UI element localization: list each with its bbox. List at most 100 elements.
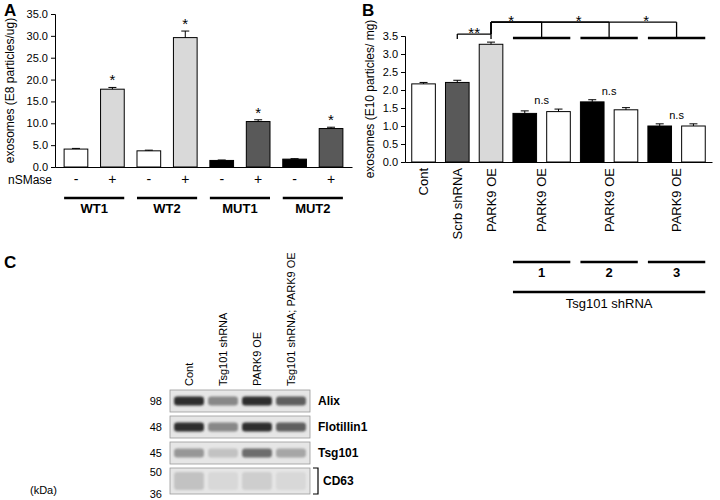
y-tick-label: 25.0 — [27, 52, 48, 64]
marker-label: 48 — [150, 421, 162, 433]
group-label: MUT2 — [295, 201, 330, 216]
y-tick: 25.0 — [27, 52, 55, 64]
y-axis: 0.00.51.01.52.02.53.03.5 — [383, 30, 406, 168]
y-tick-label: 30.0 — [27, 30, 48, 42]
bar — [580, 102, 604, 162]
x-tick: PARK9 OE — [484, 168, 499, 232]
y-tick-mark — [51, 167, 55, 168]
bar — [648, 126, 672, 162]
bar — [513, 113, 537, 162]
group-label: WT2 — [153, 201, 180, 216]
band — [208, 472, 238, 490]
x-tick-label: - — [147, 171, 152, 187]
bar — [614, 110, 638, 162]
x-axis: ContScrb shRNAPARK9 OEPARK9 OEPARK9 OEPA… — [406, 163, 713, 240]
y-axis-line — [51, 15, 56, 168]
error-bar-cap — [656, 123, 664, 124]
row-label: Flotillin1 — [318, 420, 368, 434]
bar — [412, 84, 436, 162]
x-axis: -+-+-+-+ — [56, 168, 353, 187]
band — [242, 472, 272, 490]
bracket-line — [490, 22, 491, 34]
bracket-line — [490, 22, 491, 34]
figure: Aexosomes (E8 particles/ug) 0.0 5.0 1 0.0 15.… — [0, 0, 720, 500]
y-tick-mark — [51, 14, 55, 15]
error-bar — [487, 42, 495, 44]
y-tick-label: 20.0 — [27, 74, 48, 86]
y-tick-label: 5.0 — [33, 139, 48, 151]
bracket-line — [676, 22, 677, 38]
bar — [210, 160, 234, 167]
y-tick-mark — [51, 36, 55, 37]
error-bar — [145, 150, 153, 152]
panel-label: C — [4, 253, 16, 272]
group-label: WT1 — [80, 201, 107, 216]
marker-label: 98 — [150, 395, 162, 407]
x-tick: + — [181, 171, 189, 187]
supergroup-label: Tsg101 shRNA — [566, 296, 653, 311]
x-tick: - — [147, 171, 152, 187]
row-label: Alix — [318, 394, 340, 408]
y-tick: 5.0 — [33, 139, 55, 151]
unit-label: (kDa) — [30, 484, 57, 496]
y-tick-label: 3.0 — [383, 48, 398, 60]
x-tick: - — [74, 171, 79, 187]
x-tick-label: - — [292, 171, 297, 187]
y-tick: 20.0 — [27, 74, 55, 86]
lane-label: Tsg101 shRNA — [217, 312, 229, 386]
band — [208, 448, 238, 457]
bar — [445, 82, 469, 162]
error-bar — [521, 111, 529, 114]
y-tick-mark — [401, 72, 405, 73]
blot-panel: CContTsg101 shRNAPARK9 OETsg101 shRNA; P… — [4, 252, 368, 500]
bar — [547, 112, 571, 162]
error-bar-cap — [218, 160, 226, 161]
annotation: * — [182, 15, 188, 32]
group-line — [283, 197, 343, 200]
bracket-label: * — [508, 12, 514, 29]
y-tick-label: 15.0 — [27, 95, 48, 107]
y-tick-label: 35.0 — [27, 8, 48, 20]
panel-label: B — [362, 1, 374, 20]
y-tick: 0.5 — [383, 138, 405, 150]
x-tick: Scrb shRNA — [450, 168, 465, 240]
x-tick: Cont — [416, 168, 431, 196]
band — [174, 396, 204, 405]
row-label: Tsg101 — [318, 446, 359, 460]
lane-label: PARK9 OE — [251, 332, 263, 386]
error-bar — [72, 148, 80, 150]
error-bar-cap — [453, 80, 461, 81]
x-tick-label: PARK9 OE — [484, 168, 499, 232]
y-axis-title: exosomes (E8 particles/ug) — [3, 18, 17, 163]
bar — [246, 122, 270, 167]
band — [208, 422, 238, 431]
annotation: * — [328, 111, 334, 128]
row-label: CD63 — [323, 474, 354, 488]
y-tick: 2.5 — [383, 66, 405, 78]
blot-membrane — [170, 442, 310, 464]
x-tick-label: - — [74, 171, 79, 187]
y-tick-label: 0.5 — [383, 138, 398, 150]
x-tick-label: + — [254, 171, 262, 187]
marker-label: 50 — [150, 466, 162, 478]
bracket-line — [513, 37, 570, 40]
marker-label: 36 — [150, 488, 162, 500]
y-tick: 0.0 — [33, 161, 55, 173]
y-tick-label: 0.0 — [383, 156, 398, 168]
x-tick-label: PARK9 OE — [534, 168, 549, 232]
band — [242, 422, 272, 431]
group-label: 1 — [538, 265, 545, 280]
plot-marks — [412, 42, 706, 162]
panel-label: A — [4, 1, 16, 20]
significance-bracket: * — [491, 12, 705, 38]
blot-row: 45Tsg101 — [150, 442, 359, 464]
group-line — [513, 261, 570, 264]
y-tick: 35.0 — [27, 8, 55, 20]
bar — [319, 129, 343, 167]
y-tick-mark — [51, 123, 55, 124]
error-bar — [453, 80, 461, 82]
bracket-line — [541, 22, 542, 38]
band — [242, 396, 272, 405]
x-axis-title: nSMase — [8, 173, 52, 187]
group-line — [210, 197, 270, 200]
